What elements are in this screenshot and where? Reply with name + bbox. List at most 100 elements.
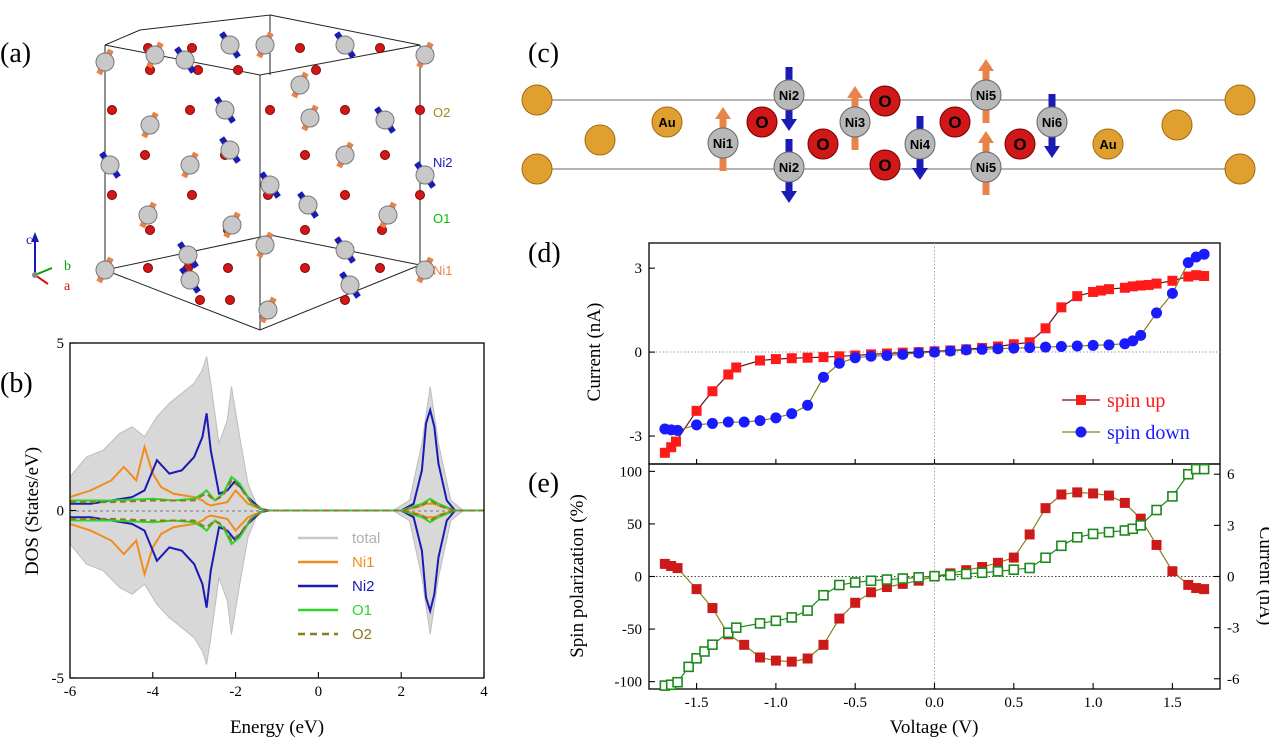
ni-atom — [839, 106, 871, 138]
dos-line-o2-down — [70, 509, 484, 543]
sp-ytick-label: 50 — [627, 517, 642, 533]
dos-line-ni1-down — [69, 509, 484, 578]
iv-point-spin-down — [913, 347, 925, 359]
iv-point-spin-up — [666, 442, 677, 453]
oxygen-atom — [380, 150, 390, 160]
sp-point — [1191, 583, 1202, 594]
molecule-atoms: Au Ni1 O Ni2 Ni2 O Ni3 O O Ni4 O Ni5 Ni5 O Ni6 Au — [651, 59, 1124, 203]
o-atom — [1004, 128, 1036, 160]
iv-legend-label: spin up — [1107, 390, 1165, 412]
dos-ytick-label: -5 — [52, 671, 65, 687]
sp-point — [834, 613, 845, 624]
oxygen-atom — [311, 65, 321, 75]
iv-point-spin-down — [754, 415, 766, 427]
sp-xtick-label: 1.0 — [1084, 695, 1103, 711]
spin-series — [659, 463, 1210, 691]
legend-label-total: total — [352, 530, 380, 547]
iv-point-spin-down — [1024, 342, 1036, 354]
iv-point-spin-up — [670, 436, 681, 447]
oxygen-atom — [187, 43, 197, 53]
legend-label-ni2: Ni2 — [352, 578, 375, 595]
iv-point-spin-up — [1135, 280, 1146, 291]
sp-current-point — [929, 570, 940, 582]
oxygen-atom — [225, 295, 235, 305]
iv-point-spin-down — [770, 412, 782, 424]
nickel-atom — [95, 52, 115, 72]
oxygen-atom — [300, 225, 310, 235]
panel-label-b: (b) — [0, 368, 33, 399]
sp-point — [1119, 497, 1130, 508]
sp-current-point — [1151, 504, 1162, 516]
axis-b-label: b — [64, 259, 71, 274]
sp-point — [1183, 579, 1194, 590]
spin-ticks: -1.5 -1.0 -0.5 0.0 0.5 1.0 1.5 -100 -50 0 50 100 -6 -… — [615, 464, 1240, 711]
o-atom-label: O — [878, 92, 891, 111]
oxygen-atom — [233, 65, 243, 75]
dos-line-ni1-up — [69, 443, 484, 512]
sp-current-point — [849, 577, 861, 588]
nickel-atom — [140, 115, 160, 135]
spin-arrow-head — [781, 119, 797, 131]
iv-point-spin-up — [786, 353, 797, 364]
iv-point-spin-up — [1088, 286, 1099, 297]
sp-point — [755, 652, 766, 663]
sp-current-point — [976, 567, 988, 579]
legend-label-ni1: Ni1 — [352, 554, 375, 571]
sp-point — [850, 597, 861, 608]
ni-atom-label: Ni5 — [976, 160, 996, 175]
o-atom — [869, 85, 901, 117]
sp-point — [1040, 503, 1051, 514]
panel-label-d: (d) — [528, 238, 561, 269]
spin-polarization-plot: -1.5 -1.0 -0.5 0.0 0.5 1.0 1.5 -100 -50 0 50 100 -6 -… — [567, 463, 1269, 738]
oxygen-atom — [145, 225, 155, 235]
spin-arrow-head — [912, 168, 928, 180]
sp-current-point — [730, 622, 742, 633]
iv-point-spin-up — [1040, 323, 1051, 334]
oxygen-atom — [143, 263, 153, 273]
iv-point-spin-up — [834, 351, 845, 362]
sp-point — [659, 558, 670, 569]
nickel-atom — [220, 35, 240, 55]
oxygen-atom — [340, 295, 350, 305]
sp-ytick-label: -100 — [615, 675, 643, 691]
ni-atom — [904, 128, 936, 160]
label-Ni1: Ni1 — [433, 263, 453, 278]
iv-point-spin-up — [770, 354, 781, 365]
o-atom-label: O — [1013, 135, 1026, 154]
oxygen-atom — [300, 263, 310, 273]
iv-point-spin-up — [1143, 279, 1154, 290]
oxygen-atom — [140, 150, 150, 160]
oxygen-atom — [415, 105, 425, 115]
panel-label-e: (e) — [528, 468, 559, 499]
iv-point-spin-down — [833, 357, 845, 369]
nickel-atom — [335, 35, 355, 55]
o-atom-label: O — [816, 135, 829, 154]
nickel-atom — [415, 165, 435, 185]
sp-xtick-label: -0.5 — [843, 695, 867, 711]
sp-current-point — [897, 573, 909, 584]
sp-point — [1103, 490, 1114, 501]
dos-line-ni2-down — [70, 509, 484, 615]
current-legend: spin up spin down — [1062, 390, 1190, 444]
dos-xtick-label: -4 — [147, 684, 160, 700]
sp-current-point — [992, 566, 1004, 577]
oxygen-atom — [415, 190, 425, 200]
sp-current-point — [707, 639, 718, 650]
nickel-atom — [180, 270, 200, 290]
axes-triad: c b a — [26, 232, 71, 294]
ni-atom-label: Ni1 — [713, 136, 733, 151]
iv-point-spin-down — [881, 349, 893, 361]
sp-point — [1088, 488, 1099, 499]
nickel-atom — [255, 235, 275, 255]
sp-xtick-label: 0.0 — [925, 695, 944, 711]
sp-current-point — [1056, 540, 1067, 552]
nickel-atom — [340, 275, 360, 295]
sp-current-point — [865, 575, 877, 587]
dos-series — [69, 356, 484, 665]
sp-xtick-label: -1.5 — [685, 695, 709, 711]
label-Ni2: Ni2 — [433, 155, 453, 170]
nickel-atom — [220, 140, 240, 160]
dos-line-ni2-up — [70, 406, 484, 512]
dos-line-o2-up — [70, 478, 484, 512]
iv-point-spin-up — [1191, 270, 1202, 281]
